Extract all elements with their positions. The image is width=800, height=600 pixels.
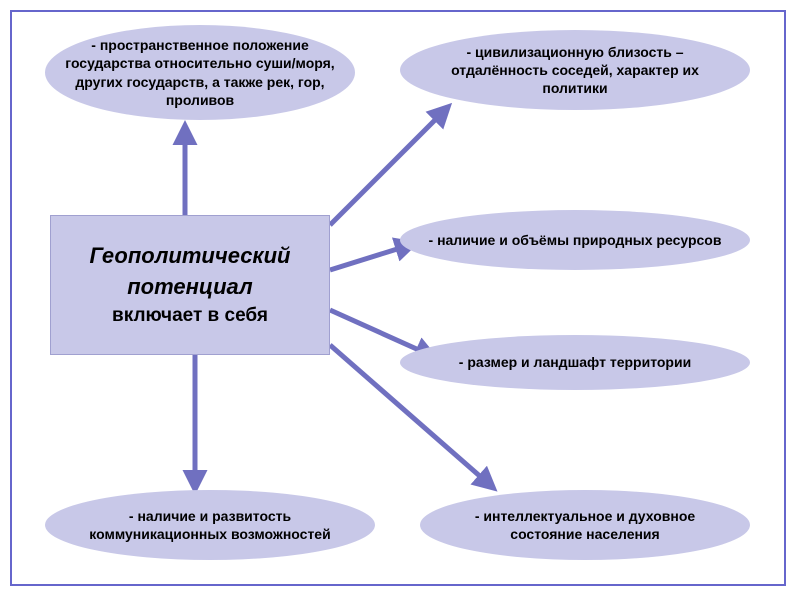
center-title: Геополитический потенциал <box>51 241 329 303</box>
node-n5: - наличие и развитость коммуникационных … <box>45 490 375 560</box>
node-n4: - размер и ландшафт территории <box>400 335 750 390</box>
center-subtitle: включает в себя <box>112 303 268 330</box>
node-n6: - интеллектуальное и духовное состояние … <box>420 490 750 560</box>
node-n1: - пространственное положение государства… <box>45 25 355 120</box>
center-node: Геополитический потенциал включает в себ… <box>50 215 330 355</box>
node-n2: - цивилизационную близость – отдалённост… <box>400 30 750 110</box>
node-n3: - наличие и объёмы природных ресурсов <box>400 210 750 270</box>
